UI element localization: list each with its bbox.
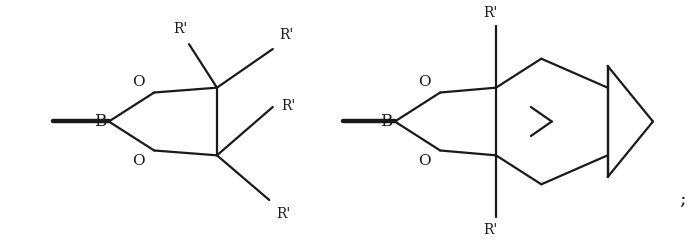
Text: B: B xyxy=(94,113,106,130)
Text: R': R' xyxy=(281,99,296,113)
Text: R': R' xyxy=(483,223,498,237)
Text: R': R' xyxy=(483,6,498,20)
Text: R': R' xyxy=(173,22,188,36)
Text: O: O xyxy=(419,75,431,89)
Text: O: O xyxy=(419,154,431,168)
Text: R': R' xyxy=(276,207,291,221)
Text: B: B xyxy=(380,113,392,130)
Text: O: O xyxy=(133,75,145,89)
Text: ;: ; xyxy=(679,191,686,209)
Text: R': R' xyxy=(280,28,294,42)
Text: O: O xyxy=(133,154,145,168)
